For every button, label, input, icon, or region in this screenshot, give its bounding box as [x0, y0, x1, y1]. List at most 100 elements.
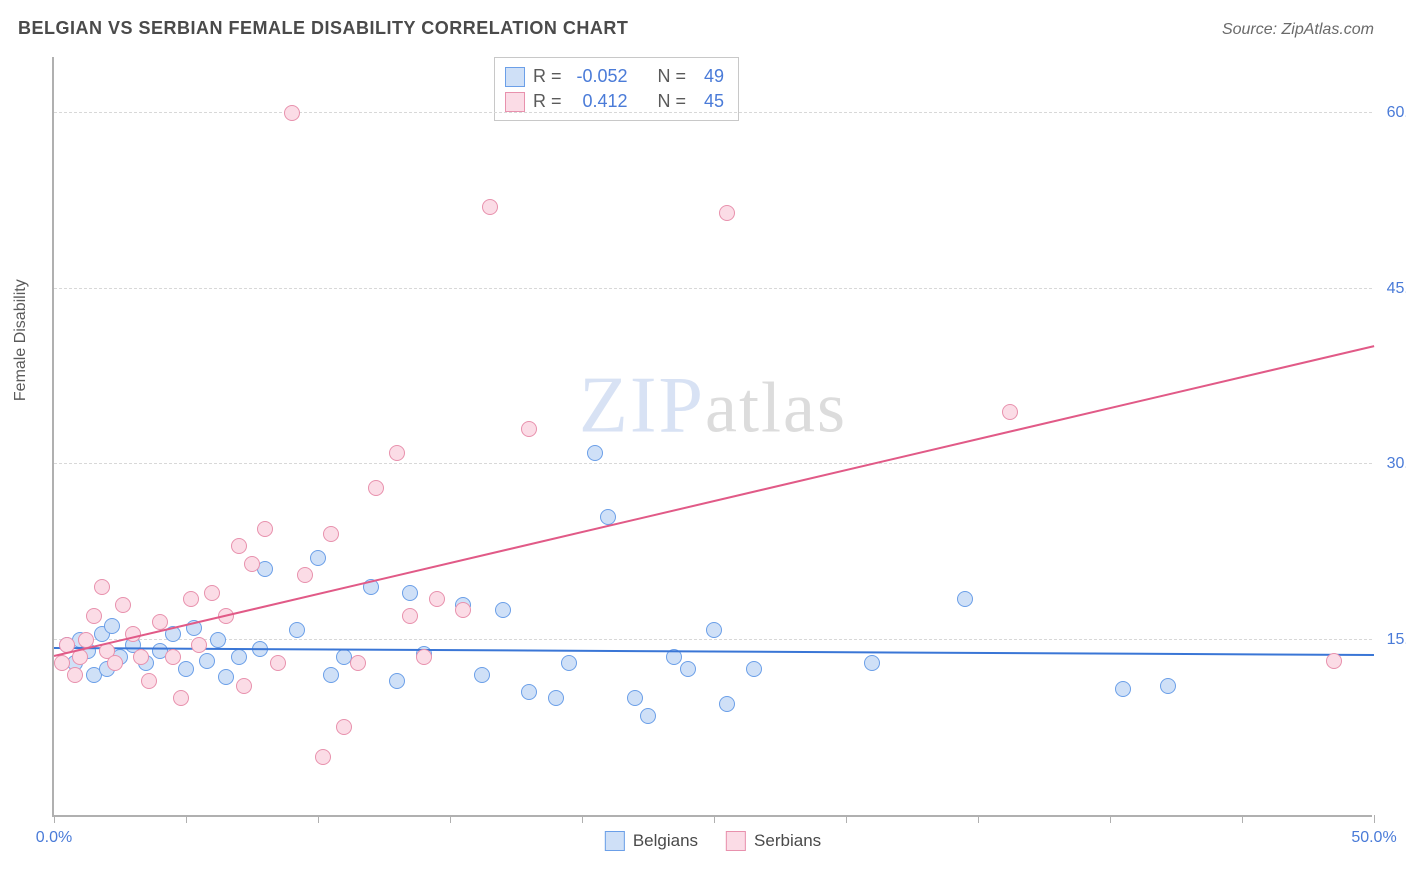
data-point	[178, 661, 194, 677]
data-point	[323, 526, 339, 542]
data-point	[257, 521, 273, 537]
xtick	[978, 815, 979, 823]
data-point	[521, 421, 537, 437]
data-point	[115, 597, 131, 613]
xtick	[54, 815, 55, 823]
watermark-zip: ZIP	[579, 361, 705, 449]
xtick	[1242, 815, 1243, 823]
watermark: ZIPatlas	[579, 360, 847, 451]
legend-swatch	[605, 831, 625, 851]
data-point	[204, 585, 220, 601]
data-point	[231, 649, 247, 665]
data-point	[495, 602, 511, 618]
data-point	[315, 749, 331, 765]
stats-row: R =0.412N =45	[505, 89, 724, 114]
data-point	[218, 669, 234, 685]
legend-label: Serbians	[754, 831, 821, 851]
legend-swatch	[505, 92, 525, 112]
data-point	[310, 550, 326, 566]
data-point	[244, 556, 260, 572]
data-point	[104, 618, 120, 634]
data-point	[231, 538, 247, 554]
chart-container: Female Disability ZIPatlas R =-0.052N =4…	[18, 47, 1388, 877]
data-point	[289, 622, 305, 638]
data-point	[86, 608, 102, 624]
bottom-legend: Belgians Serbians	[605, 831, 821, 851]
data-point	[165, 649, 181, 665]
data-point	[1160, 678, 1176, 694]
legend-swatch	[505, 67, 525, 87]
data-point	[368, 480, 384, 496]
data-point	[957, 591, 973, 607]
gridline-h	[54, 463, 1372, 464]
data-point	[389, 445, 405, 461]
gridline-h	[54, 112, 1372, 113]
data-point	[719, 205, 735, 221]
data-point	[336, 719, 352, 735]
data-point	[474, 667, 490, 683]
data-point	[1115, 681, 1131, 697]
data-point	[627, 690, 643, 706]
data-point	[284, 105, 300, 121]
watermark-atlas: atlas	[705, 367, 847, 447]
data-point	[402, 585, 418, 601]
xtick	[582, 815, 583, 823]
data-point	[455, 602, 471, 618]
source: Source: ZipAtlas.com	[1222, 21, 1374, 39]
gridline-h	[54, 288, 1372, 289]
r-label: R =	[533, 66, 562, 87]
data-point	[429, 591, 445, 607]
n-label: N =	[658, 66, 687, 87]
data-point	[270, 655, 286, 671]
data-point	[54, 655, 70, 671]
data-point	[94, 579, 110, 595]
xtick-label: 50.0%	[1351, 829, 1396, 847]
data-point	[389, 673, 405, 689]
ytick-label: 30.0%	[1376, 455, 1406, 473]
trendline	[54, 345, 1374, 657]
n-value: 45	[694, 91, 724, 112]
xtick	[186, 815, 187, 823]
xtick	[318, 815, 319, 823]
legend-item: Belgians	[605, 831, 698, 851]
xtick	[846, 815, 847, 823]
data-point	[482, 199, 498, 215]
stats-legend-box: R = -0.052 N = 49R = 0.412 N = 45	[494, 57, 739, 121]
source-value: ZipAtlas.com	[1282, 21, 1374, 38]
data-point	[746, 661, 762, 677]
data-point	[864, 655, 880, 671]
xtick	[1374, 815, 1375, 823]
data-point	[183, 591, 199, 607]
data-point	[107, 655, 123, 671]
ytick-label: 60.0%	[1376, 104, 1406, 122]
data-point	[548, 690, 564, 706]
data-point	[297, 567, 313, 583]
r-value: -0.052	[570, 66, 628, 87]
data-point	[210, 632, 226, 648]
data-point	[402, 608, 418, 624]
y-axis-label: Female Disability	[12, 279, 30, 401]
r-value: 0.412	[570, 91, 628, 112]
plot-area: ZIPatlas R =-0.052N =49R =0.412N =45 Bel…	[52, 57, 1372, 817]
data-point	[706, 622, 722, 638]
gridline-h	[54, 639, 1372, 640]
source-label: Source:	[1222, 21, 1277, 38]
legend-label: Belgians	[633, 831, 698, 851]
data-point	[323, 667, 339, 683]
chart-title: BELGIAN VS SERBIAN FEMALE DISABILITY COR…	[18, 18, 628, 39]
stats-row: R = -0.052 N = 49	[505, 64, 724, 89]
data-point	[67, 667, 83, 683]
xtick	[1110, 815, 1111, 823]
xtick	[714, 815, 715, 823]
n-label: N =	[658, 91, 687, 112]
data-point	[191, 637, 207, 653]
ytick-label: 45.0%	[1376, 280, 1406, 298]
data-point	[236, 678, 252, 694]
n-value: 49	[694, 66, 724, 87]
data-point	[521, 684, 537, 700]
data-point	[199, 653, 215, 669]
data-point	[587, 445, 603, 461]
data-point	[1002, 404, 1018, 420]
xtick	[450, 815, 451, 823]
data-point	[719, 696, 735, 712]
